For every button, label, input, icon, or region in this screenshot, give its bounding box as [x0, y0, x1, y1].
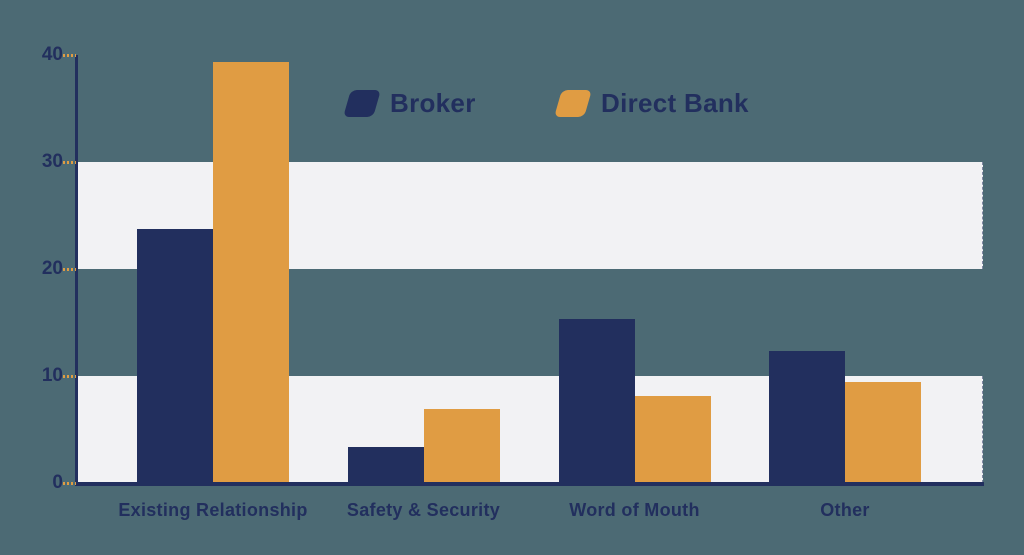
y-tick-label-30: 30 [41, 151, 63, 172]
bar-broker-safety-security [347, 446, 424, 483]
y-tick-mark-40 [63, 54, 76, 57]
y-tick-label-10: 10 [41, 365, 63, 386]
bar-broker-other [769, 351, 845, 483]
bar-broker-existing-relationship [137, 229, 213, 483]
y-tick-mark-20 [63, 268, 76, 271]
x-axis-line [75, 482, 984, 486]
y-tick-label-40: 40 [41, 44, 63, 65]
y-tick-mark-30 [63, 161, 76, 164]
bar-direct-bank-other [845, 382, 921, 483]
bar-broker-word-of-mouth [558, 319, 635, 483]
x-axis-label-word-of-mouth: Word of Mouth [569, 500, 700, 520]
y-tick-label-0: 0 [52, 472, 63, 493]
y-axis-line [75, 55, 78, 486]
legend-label-direct-bank: Direct Bank [601, 88, 749, 118]
legend-label-broker: Broker [390, 88, 476, 118]
x-axis-label-existing-relationship: Existing Relationship [118, 500, 308, 520]
bar-direct-bank-word-of-mouth [634, 396, 711, 483]
broker-swatch-icon [343, 89, 381, 117]
x-axis-label-safety-security: Safety & Security [346, 500, 501, 520]
y-tick-mark-10 [63, 375, 76, 378]
legend-item-direct-bank: Direct Bank [554, 88, 749, 118]
y-tick-label-20: 20 [41, 258, 63, 279]
legend-item-broker: Broker [343, 88, 476, 118]
bar-direct-bank-safety-security [423, 409, 500, 483]
direct-bank-swatch-icon [554, 89, 592, 117]
y-tick-mark-0 [63, 482, 76, 485]
x-axis-label-other: Other [820, 500, 870, 520]
bar-direct-bank-existing-relationship [213, 62, 289, 483]
